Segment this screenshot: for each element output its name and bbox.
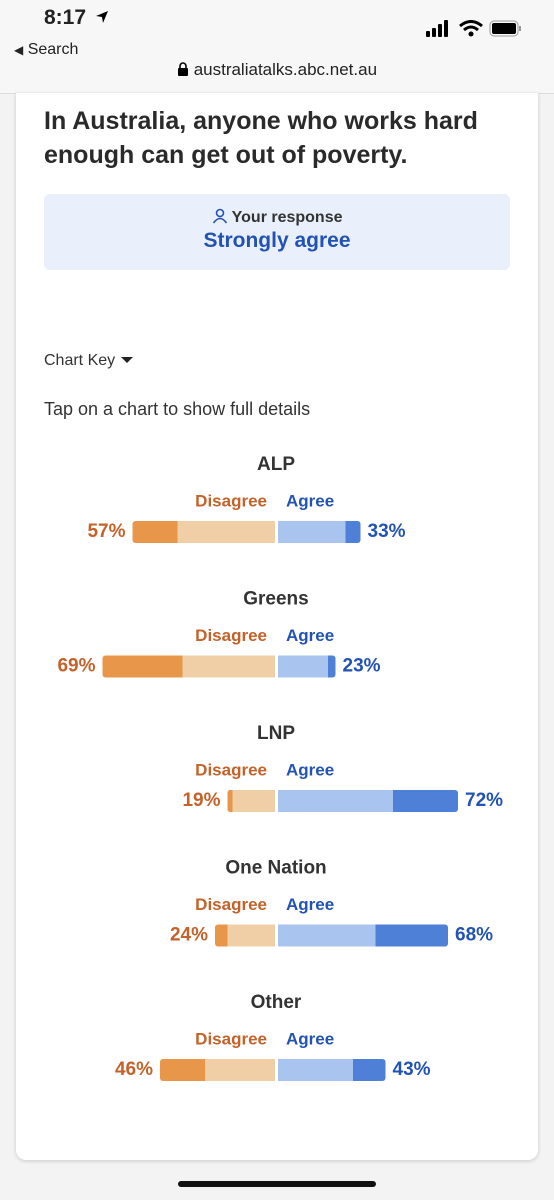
somewhat-disagree-segment[interactable] bbox=[227, 924, 276, 947]
party-chart[interactable]: Other Disagree Agree 46% 43% bbox=[115, 992, 431, 1081]
strong-disagree-segment[interactable] bbox=[102, 655, 183, 678]
strong-agree-segment[interactable] bbox=[345, 521, 361, 543]
home-indicator bbox=[178, 1181, 376, 1187]
somewhat-agree-segment[interactable] bbox=[278, 655, 328, 678]
agree-bar[interactable] bbox=[278, 790, 458, 812]
disagree-heading[interactable]: Disagree bbox=[195, 895, 267, 914]
response-caption-row: Your response bbox=[44, 208, 510, 227]
agree-bar[interactable] bbox=[278, 655, 336, 678]
disagree-bar[interactable] bbox=[215, 924, 276, 947]
party-chart[interactable]: Greens Disagree Agree 69% 23% bbox=[57, 589, 381, 678]
disagree-total[interactable]: 46% bbox=[115, 1059, 153, 1080]
segment-join bbox=[375, 924, 379, 947]
strong-agree-segment[interactable] bbox=[375, 924, 449, 947]
response-answer: Strongly agree bbox=[203, 229, 351, 252]
disagree-bar[interactable] bbox=[132, 521, 276, 543]
agree-total[interactable]: 68% bbox=[455, 925, 493, 946]
card bbox=[16, 93, 538, 1160]
party-name[interactable]: One Nation bbox=[225, 858, 326, 879]
back-label[interactable]: Search bbox=[27, 41, 79, 58]
lock-icon bbox=[177, 62, 188, 76]
disagree-heading[interactable]: Disagree bbox=[195, 626, 267, 645]
url[interactable]: australiatalks.abc.net.au bbox=[193, 60, 378, 79]
agree-bar[interactable] bbox=[278, 521, 361, 543]
party-name[interactable]: Greens bbox=[243, 589, 308, 610]
strong-agree-segment[interactable] bbox=[353, 1059, 386, 1081]
response-box: Your response Strongly agree bbox=[44, 194, 510, 270]
strong-agree-segment[interactable] bbox=[393, 790, 458, 812]
segment-join bbox=[174, 521, 178, 543]
question: In Australia, anyone who works hard enou… bbox=[44, 107, 478, 169]
somewhat-agree-segment[interactable] bbox=[278, 1059, 353, 1081]
agree-bar[interactable] bbox=[278, 924, 449, 947]
status-icons bbox=[426, 20, 521, 37]
chart-key-label[interactable]: Chart Key bbox=[44, 352, 116, 369]
agree-heading[interactable]: Agree bbox=[286, 1029, 334, 1048]
disagree-total[interactable]: 57% bbox=[87, 521, 125, 542]
strong-disagree-segment[interactable] bbox=[160, 1059, 205, 1081]
back-button[interactable]: ◀ Search bbox=[14, 41, 79, 58]
strong-disagree-segment[interactable] bbox=[215, 924, 228, 947]
agree-heading[interactable]: Agree bbox=[286, 895, 334, 914]
somewhat-disagree-segment[interactable] bbox=[182, 655, 276, 678]
somewhat-agree-segment[interactable] bbox=[278, 924, 376, 947]
disagree-bar[interactable] bbox=[102, 655, 276, 678]
agree-total[interactable]: 43% bbox=[393, 1059, 431, 1080]
somewhat-disagree-segment[interactable] bbox=[177, 521, 276, 543]
status-area: 8:17 ◀ Search australiatalks.abc.net.au bbox=[0, 0, 554, 94]
disagree-total[interactable]: 19% bbox=[182, 790, 220, 811]
party-name[interactable]: ALP bbox=[257, 454, 295, 475]
strong-disagree-segment[interactable] bbox=[132, 521, 178, 543]
url-bar[interactable]: australiatalks.abc.net.au bbox=[0, 60, 554, 80]
disagree-heading[interactable]: Disagree bbox=[195, 760, 267, 779]
segment-join bbox=[393, 790, 396, 812]
disagree-total[interactable]: 69% bbox=[57, 656, 95, 677]
user-icon bbox=[212, 208, 227, 224]
agree-total[interactable]: 23% bbox=[343, 656, 381, 677]
dropdown-arrow bbox=[120, 357, 133, 363]
party-chart[interactable]: ALP Disagree Agree 57% 33% bbox=[87, 454, 406, 543]
agree-total[interactable]: 33% bbox=[368, 521, 406, 542]
somewhat-disagree-segment[interactable] bbox=[205, 1059, 275, 1081]
time: 8:17 bbox=[44, 6, 87, 29]
segment-join bbox=[229, 790, 233, 812]
segment-join bbox=[224, 924, 228, 947]
segment-join bbox=[353, 1059, 356, 1081]
party-name[interactable]: Other bbox=[251, 992, 302, 1013]
location-icon bbox=[96, 11, 108, 23]
disagree-heading[interactable]: Disagree bbox=[195, 491, 267, 510]
agree-heading[interactable]: Agree bbox=[286, 491, 334, 510]
segment-join bbox=[328, 655, 331, 678]
chart-key[interactable]: Chart Key bbox=[44, 352, 134, 370]
somewhat-agree-segment[interactable] bbox=[278, 521, 346, 543]
response-caption: Your response bbox=[231, 209, 343, 226]
disagree-bar[interactable] bbox=[160, 1059, 275, 1081]
disagree-bar[interactable] bbox=[227, 790, 276, 812]
agree-heading[interactable]: Agree bbox=[286, 626, 334, 645]
agree-total[interactable]: 72% bbox=[465, 790, 503, 811]
agree-bar[interactable] bbox=[278, 1059, 386, 1081]
disagree-heading[interactable]: Disagree bbox=[195, 1029, 267, 1048]
party-name[interactable]: LNP bbox=[257, 723, 295, 744]
agree-heading[interactable]: Agree bbox=[286, 760, 334, 779]
charts: ALP Disagree Agree 57% 33% Greens Disagree Agre… bbox=[57, 454, 503, 1081]
party-chart[interactable]: One Nation Disagree Agree 24% 68% bbox=[170, 858, 493, 947]
segment-join bbox=[202, 1059, 205, 1081]
party-chart[interactable]: LNP Disagree Agree 19% 72% bbox=[182, 723, 503, 812]
segment-join bbox=[345, 521, 349, 543]
disagree-total[interactable]: 24% bbox=[170, 925, 208, 946]
somewhat-disagree-segment[interactable] bbox=[232, 790, 276, 812]
instruction: Tap on a chart to show full details bbox=[44, 399, 311, 419]
somewhat-agree-segment[interactable] bbox=[278, 790, 393, 812]
segment-join bbox=[179, 655, 183, 678]
